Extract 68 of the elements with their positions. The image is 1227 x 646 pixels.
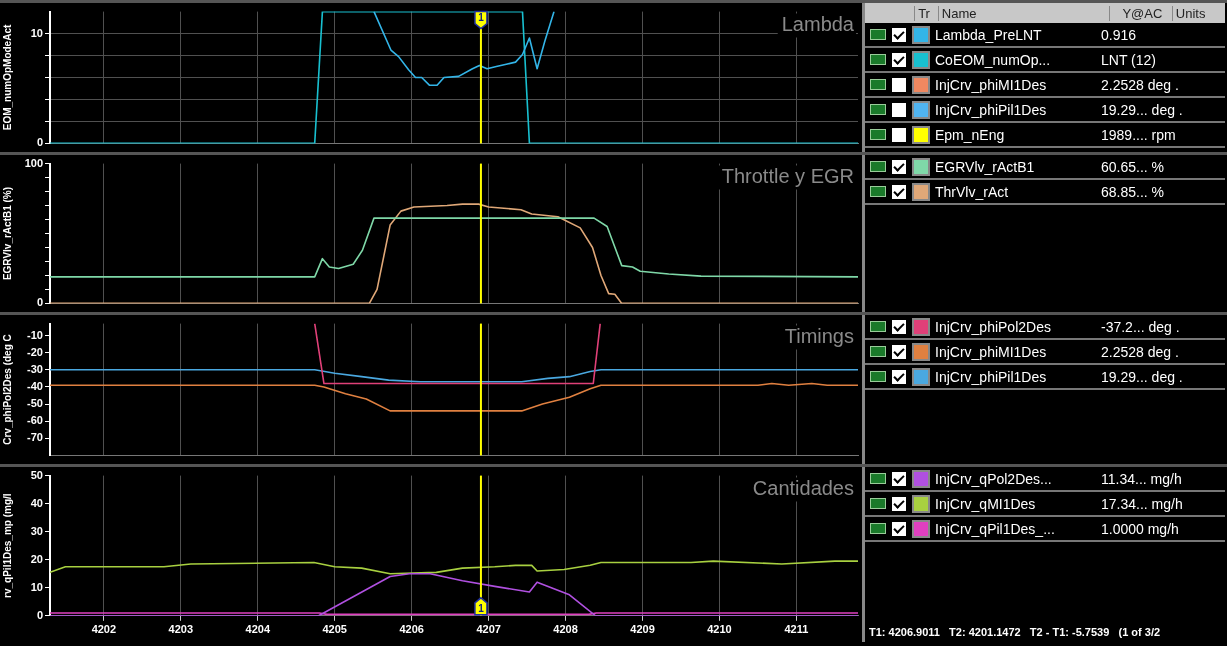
chart-title: Lambda xyxy=(781,13,855,36)
legend-label: EGRVlv_rActB1 xyxy=(935,158,1036,175)
legend-label: InjCrv_phiPil1Des xyxy=(935,101,1048,118)
x-tick-label: 4205 xyxy=(322,623,347,636)
text: T1: 4206.9011 T2: 4201.1472 T2 - T1: -5.7539 (1 of 3/2 xyxy=(869,626,1161,638)
y-tick-label: -40 xyxy=(27,379,43,392)
y-tick-label: -60 xyxy=(27,414,43,427)
y-tick-label: 30 xyxy=(30,524,43,537)
annotation: 1 xyxy=(478,602,485,614)
y-tick-label: 0 xyxy=(36,136,43,149)
y-tick-label: -20 xyxy=(27,345,43,358)
y-axis-title: Crv_phiPol2Des (deg C xyxy=(1,334,13,445)
legend-label: InjCrv_phiMI1Des xyxy=(935,76,1048,93)
chart-title: Timings xyxy=(784,325,854,348)
y-axis-title: EOM_numOpModeAct xyxy=(1,24,13,131)
annotation: 1 xyxy=(478,12,485,24)
legend-label: Lambda_PreLNT xyxy=(935,26,1043,43)
chart-title: Throttle y EGR xyxy=(721,165,854,188)
x-tick-label: 4206 xyxy=(399,623,424,636)
text: 1.0000 mg/h xyxy=(1101,520,1180,537)
text: 1989.... rpm xyxy=(1101,126,1177,143)
text: Name xyxy=(937,5,1109,21)
text: 68.85... % xyxy=(1101,183,1166,200)
legend-label: InjCrv_qPol2Des... xyxy=(935,470,1053,487)
x-tick-label: 4210 xyxy=(707,623,732,636)
x-tick-label: 4207 xyxy=(476,623,501,636)
text: 19.29... deg . xyxy=(1101,368,1184,385)
legend-label: ThrVlv_rAct xyxy=(935,183,1010,200)
y-tick-label: 0 xyxy=(36,296,43,309)
chart-title: Cantidades xyxy=(752,477,854,500)
text: Units xyxy=(1171,5,1225,21)
y-tick-label: 10 xyxy=(30,26,43,39)
x-tick-label: 4211 xyxy=(784,623,809,636)
text: 2.2528 deg . xyxy=(1101,343,1180,360)
text: 11.34... mg/h xyxy=(1101,470,1183,487)
y-tick-label: 100 xyxy=(24,156,43,169)
x-tick-label: 4204 xyxy=(245,623,271,636)
legend-label: InjCrv_phiPol2Des xyxy=(935,318,1052,335)
text: 60.65... % xyxy=(1101,158,1166,175)
text: 17.34... mg/h xyxy=(1101,495,1184,512)
legend-label: Epm_nEng xyxy=(935,126,1006,143)
y-tick-label: 40 xyxy=(30,496,43,509)
x-tick-label: 4202 xyxy=(91,623,117,636)
legend-label: InjCrv_qPil1Des_... xyxy=(935,520,1056,537)
y-tick-label: 20 xyxy=(30,552,43,565)
legend-label: InjCrv_phiMI1Des xyxy=(935,343,1048,360)
y-tick-label: 0 xyxy=(36,608,43,621)
x-tick-label: 4208 xyxy=(553,623,578,636)
x-tick-label: 4203 xyxy=(168,623,194,636)
x-tick-label: 4209 xyxy=(630,623,655,636)
y-tick-label: 50 xyxy=(30,468,43,481)
y-axis-title: rv_qPil1Des_mp (mg/l xyxy=(1,493,13,598)
legend-label: InjCrv_qMI1Des xyxy=(935,495,1037,512)
y-tick-label: 10 xyxy=(30,580,43,593)
text: 2.2528 deg . xyxy=(1101,76,1180,93)
y-axis-title: EGRVlv_rActB1 (%) xyxy=(1,186,13,281)
text: Tr xyxy=(914,5,938,21)
legend-label: InjCrv_phiPil1Des xyxy=(935,368,1048,385)
y-tick-label: -70 xyxy=(27,431,43,444)
y-tick-label: -30 xyxy=(27,362,43,375)
text: 0.916 xyxy=(1101,26,1138,43)
y-tick-label: -50 xyxy=(27,397,43,410)
legend-label: CoEOM_numOp... xyxy=(935,51,1052,68)
text: Y@AC xyxy=(1108,5,1172,21)
y-tick-label: -10 xyxy=(27,328,43,341)
text: -37.2... deg . xyxy=(1101,318,1181,335)
text: LNT (12) xyxy=(1101,51,1157,68)
text: 19.29... deg . xyxy=(1101,101,1184,118)
